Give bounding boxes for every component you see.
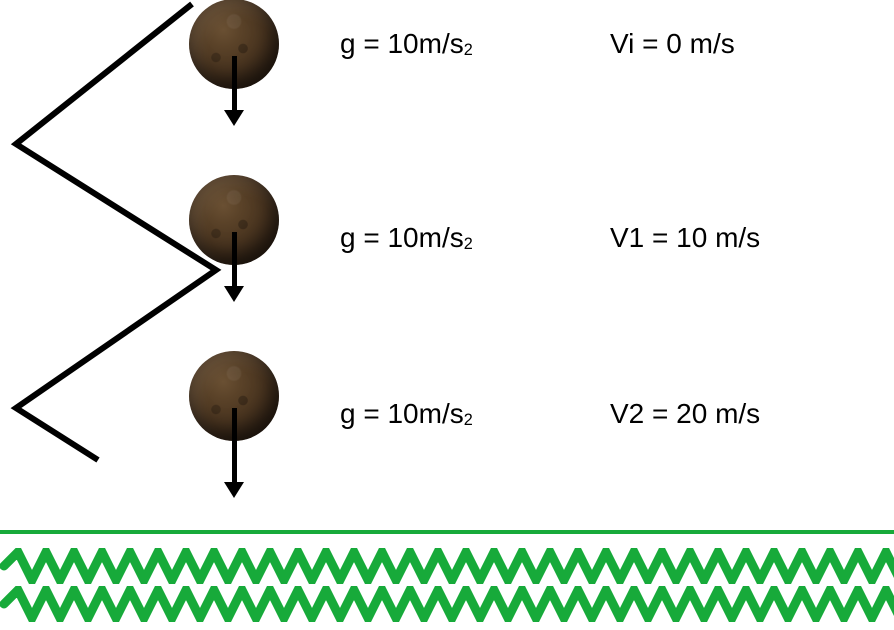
v-label-1: Vi = 0 m/s bbox=[610, 28, 735, 60]
grass-row-1 bbox=[0, 548, 894, 589]
g-label-2: g = 10m/s2 bbox=[340, 222, 473, 254]
g-label-1: g = 10m/s2 bbox=[340, 28, 473, 60]
grass-row-2 bbox=[0, 586, 894, 627]
g-label-3: g = 10m/s2 bbox=[340, 398, 473, 430]
g-label-text: g = 10m/s bbox=[340, 28, 464, 59]
g-label-subscript: 2 bbox=[464, 411, 473, 429]
g-label-text: g = 10m/s bbox=[340, 398, 464, 429]
diagram-canvas: { "colors": { "background": "#ffffff", "… bbox=[0, 0, 894, 630]
ground-line bbox=[0, 530, 894, 534]
v-label-3: V2 = 20 m/s bbox=[610, 398, 760, 430]
g-label-subscript: 2 bbox=[464, 41, 473, 59]
g-label-subscript: 2 bbox=[464, 235, 473, 253]
g-label-text: g = 10m/s bbox=[340, 222, 464, 253]
v-label-2: V1 = 10 m/s bbox=[610, 222, 760, 254]
